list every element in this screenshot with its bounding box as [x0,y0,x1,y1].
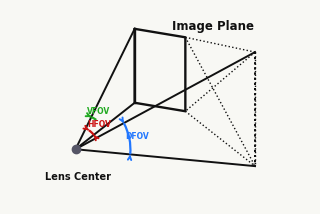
Text: HFOV: HFOV [88,119,111,128]
Text: VFOV: VFOV [87,107,110,116]
Text: DFOV: DFOV [126,132,149,141]
Text: Lens Center: Lens Center [44,172,111,182]
Text: Image Plane: Image Plane [172,20,254,33]
